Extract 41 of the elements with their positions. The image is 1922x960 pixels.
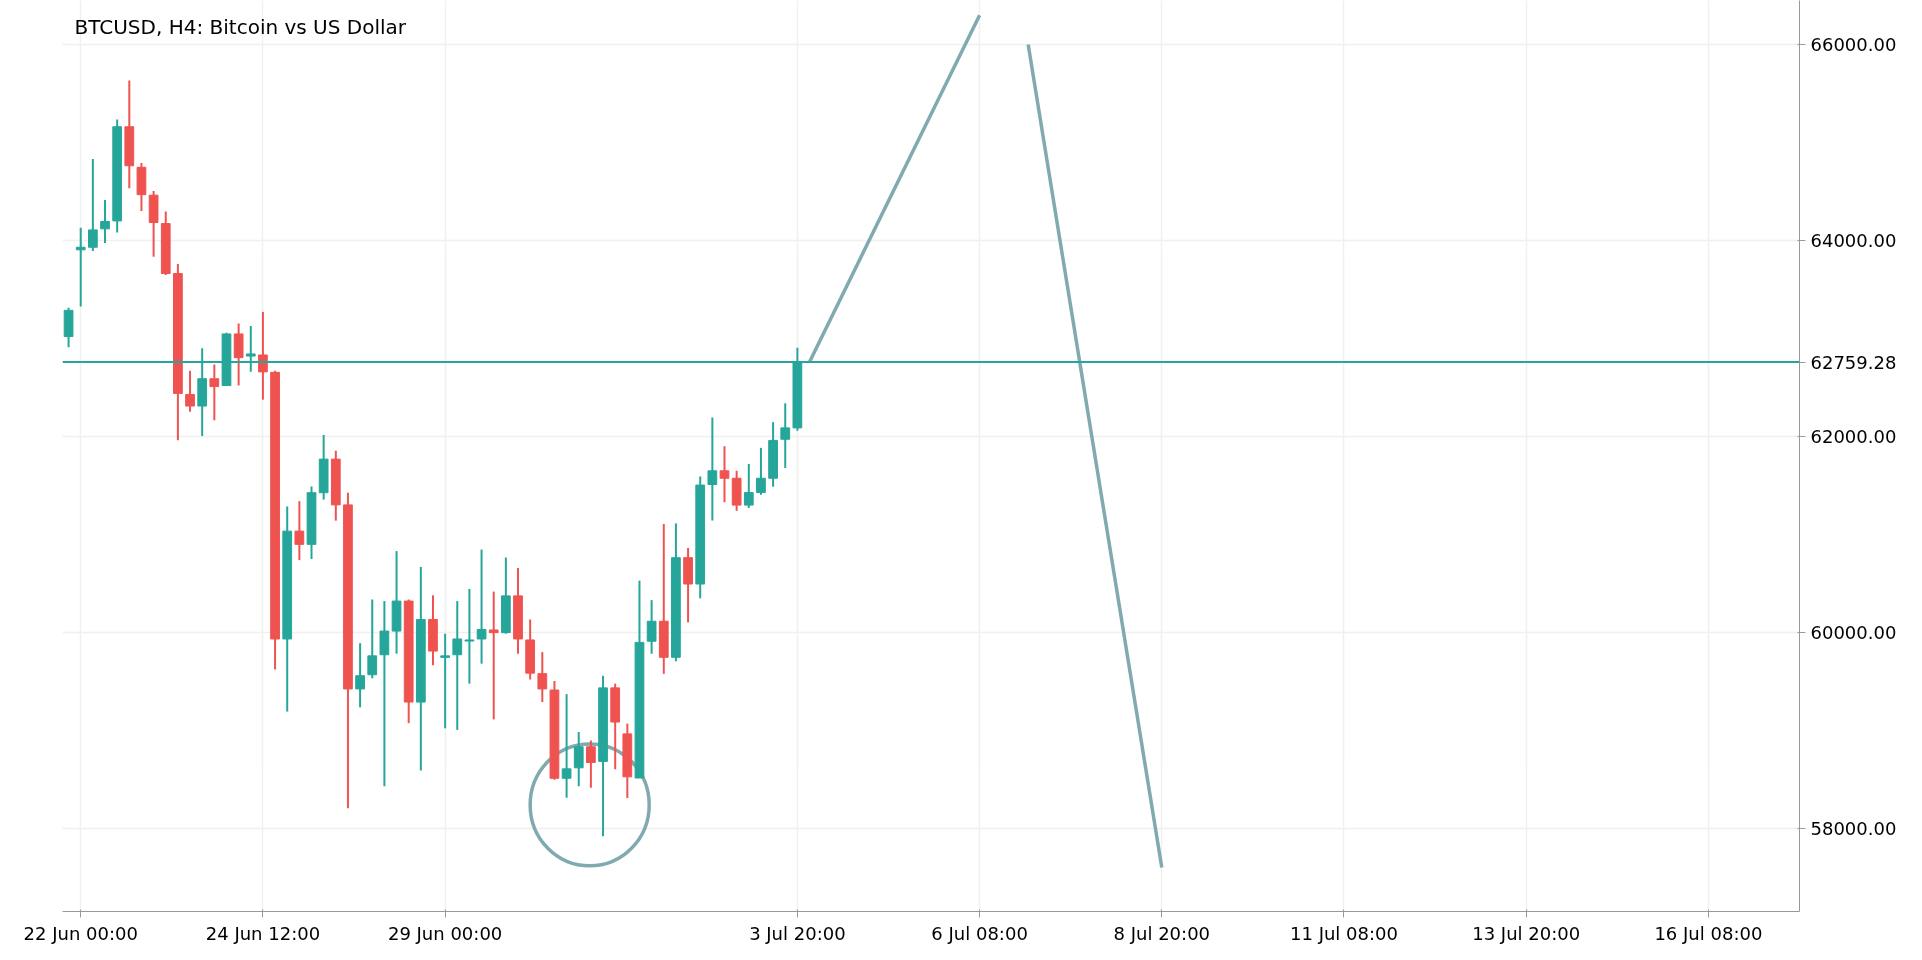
candlestick bbox=[646, 599, 657, 655]
candlestick bbox=[379, 600, 390, 788]
candlestick bbox=[756, 446, 766, 496]
x-tick-label: 8 Jul 20:00 bbox=[1113, 922, 1211, 944]
y-tick-label: 62000.00 bbox=[1810, 425, 1897, 447]
x-tick-label: 11 Jul 08:00 bbox=[1290, 922, 1398, 944]
candlestick bbox=[488, 590, 499, 721]
candlestick bbox=[537, 651, 548, 704]
candlestick bbox=[355, 642, 365, 709]
y-tick-label: 64000.00 bbox=[1810, 229, 1897, 251]
candlestick bbox=[294, 500, 305, 562]
candlestick bbox=[561, 693, 572, 799]
y-tick-label: 60000.00 bbox=[1810, 621, 1897, 643]
text: BTCUSD, H4: Bitcoin vs US Dollar bbox=[74, 14, 407, 39]
candlestick bbox=[233, 322, 244, 387]
candlestick bbox=[209, 363, 220, 422]
x-tick-label: 29 Jun 00:00 bbox=[387, 922, 503, 944]
x-tick-label: 24 Jun 12:00 bbox=[205, 922, 321, 944]
x-tick-label: 13 Jul 20:00 bbox=[1472, 922, 1581, 944]
x-tick-label: 3 Jul 20:00 bbox=[749, 922, 846, 944]
candlestick bbox=[707, 416, 718, 522]
candlestick bbox=[87, 157, 98, 252]
candlestick bbox=[719, 445, 730, 504]
candlestick bbox=[185, 369, 195, 413]
candlestick bbox=[367, 598, 378, 680]
candlestick bbox=[743, 462, 754, 509]
y-tick-label: 58000.00 bbox=[1810, 817, 1897, 839]
x-tick-label: 22 Jun 00:00 bbox=[23, 922, 138, 944]
candlestick bbox=[440, 632, 450, 730]
candlestick bbox=[100, 198, 110, 245]
x-tick-label: 6 Jul 08:00 bbox=[931, 922, 1028, 944]
candlestick bbox=[464, 588, 475, 685]
candlestick bbox=[780, 402, 791, 469]
y-tick-label: 66000.00 bbox=[1810, 34, 1897, 56]
ref-line-label: 62759.28 bbox=[1810, 351, 1897, 373]
candlestick bbox=[476, 548, 487, 665]
candlestick bbox=[573, 731, 584, 788]
candlestick bbox=[586, 739, 596, 789]
x-tick-label: 16 Jul 08:00 bbox=[1654, 922, 1763, 944]
candlestick bbox=[452, 600, 463, 731]
candlestick bbox=[258, 310, 268, 401]
